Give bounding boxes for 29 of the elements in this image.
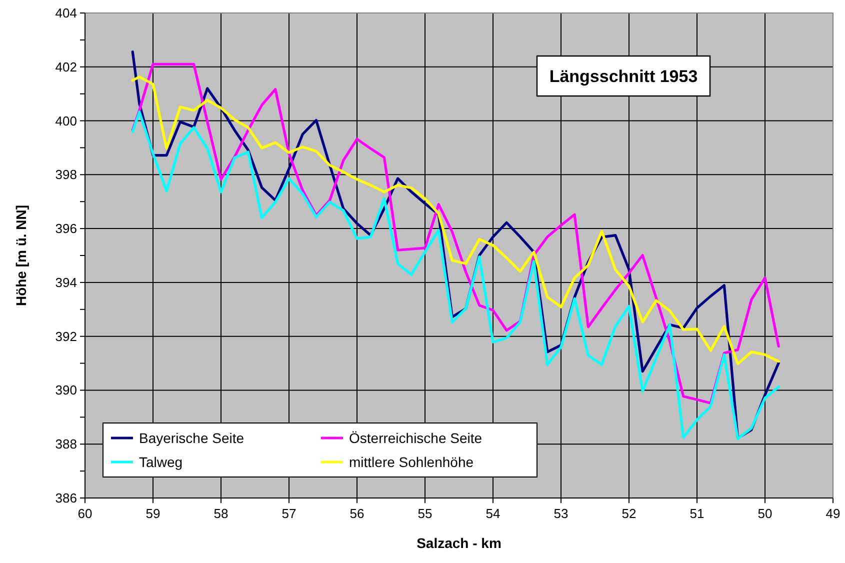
y-tick-label: 392 <box>55 328 77 344</box>
y-axis-title: Höhe [m ü. NN] <box>13 204 29 306</box>
legend-label: Talweg <box>139 454 183 470</box>
x-tick-label: 51 <box>690 506 704 521</box>
y-tick-label: 390 <box>55 382 77 398</box>
y-tick-label: 388 <box>55 436 77 452</box>
y-tick-label: 394 <box>55 274 77 290</box>
x-tick-label: 55 <box>418 506 432 521</box>
x-tick-label: 53 <box>554 506 568 521</box>
legend-label: Österreichische Seite <box>349 430 482 446</box>
x-tick-label: 52 <box>622 506 636 521</box>
x-tick-label: 59 <box>146 506 160 521</box>
x-tick-label: 49 <box>826 506 840 521</box>
x-tick-label: 60 <box>78 506 92 521</box>
x-tick-label: 57 <box>282 506 296 521</box>
text: Längsschnitt 1953 <box>549 67 698 86</box>
x-tick-label: 54 <box>486 506 500 521</box>
y-tick-label: 386 <box>55 490 77 506</box>
y-tick-label: 402 <box>55 59 77 74</box>
x-axis-title: Salzach - km <box>416 535 502 551</box>
y-tick-label: 404 <box>55 6 77 20</box>
x-tick-label: 50 <box>758 506 772 521</box>
y-tick-label: 396 <box>55 221 77 236</box>
y-tick-label: 398 <box>55 167 77 182</box>
legend-label: mittlere Sohlenhöhe <box>349 454 474 470</box>
x-tick-label: 58 <box>214 506 228 521</box>
y-tick-label: 400 <box>55 113 77 128</box>
legend-label: Bayerische Seite <box>139 430 244 446</box>
x-tick-label: 56 <box>350 506 364 521</box>
